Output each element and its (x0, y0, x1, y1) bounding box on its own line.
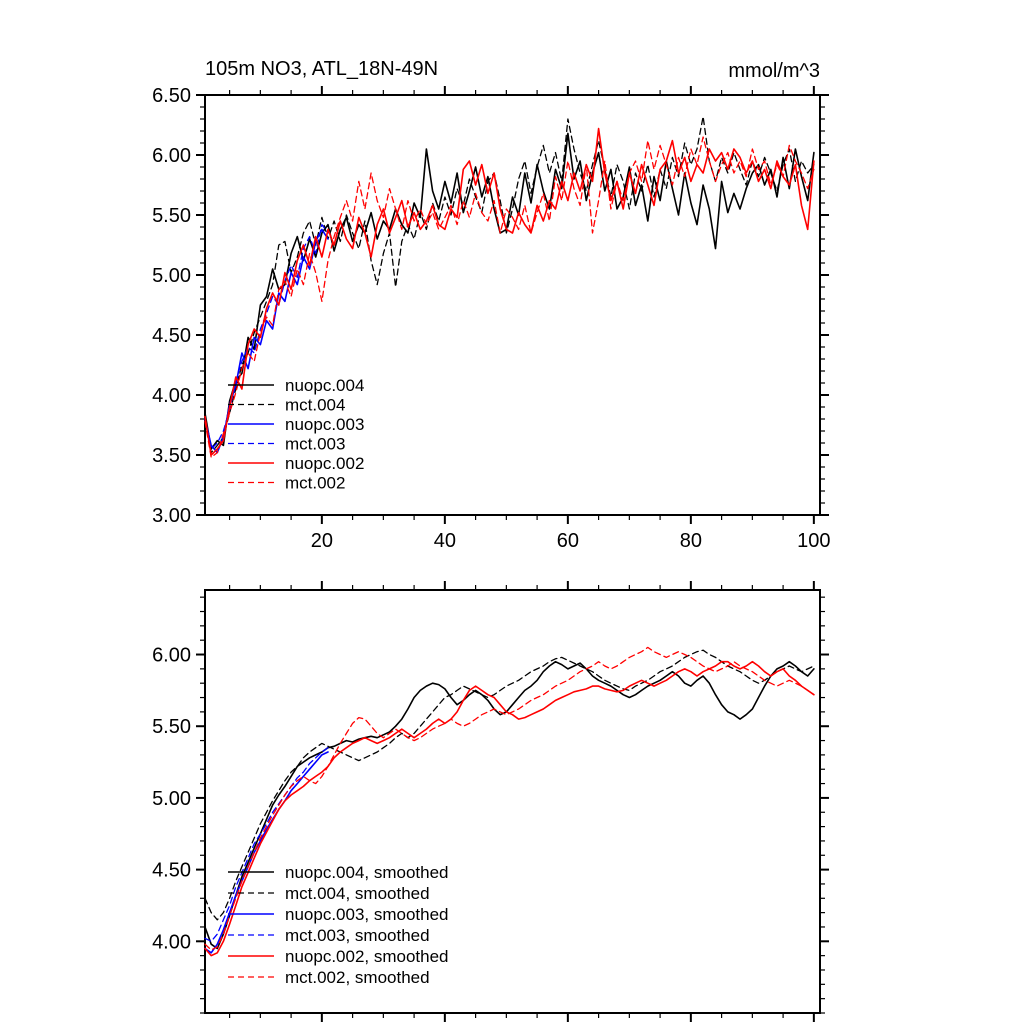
svg-text:nuopc.002, smoothed: nuopc.002, smoothed (285, 947, 449, 966)
bottom-chart-plot: 4.00 4.50 5.00 5.50 6.00 nuopc.004, smoothed m… (152, 581, 829, 1022)
svg-text:mct.003: mct.003 (285, 435, 345, 454)
svg-text:5.50: 5.50 (152, 716, 191, 738)
svg-text:6.00: 6.00 (152, 145, 191, 167)
svg-text:6.50: 6.50 (152, 85, 191, 107)
svg-text:mct.003, smoothed: mct.003, smoothed (285, 926, 430, 945)
svg-text:nuopc.003, smoothed: nuopc.003, smoothed (285, 905, 449, 924)
svg-text:3.00: 3.00 (152, 505, 191, 527)
svg-text:100: 100 (797, 530, 830, 552)
svg-text:nuopc.004: nuopc.004 (285, 376, 364, 395)
svg-text:40: 40 (434, 530, 456, 552)
svg-text:3.50: 3.50 (152, 445, 191, 467)
svg-text:4.50: 4.50 (152, 860, 191, 882)
top-chart-plot: 3.00 3.50 4.00 4.50 5.00 5.50 6.00 6.50 20 40 60 80… (152, 85, 830, 552)
svg-text:20: 20 (311, 530, 333, 552)
svg-text:mct.002: mct.002 (285, 474, 345, 493)
svg-text:4.50: 4.50 (152, 325, 191, 347)
svg-text:mct.004, smoothed: mct.004, smoothed (285, 884, 430, 903)
svg-text:5.00: 5.00 (152, 788, 191, 810)
svg-text:5.00: 5.00 (152, 265, 191, 287)
svg-text:nuopc.003: nuopc.003 (285, 415, 364, 434)
svg-text:60: 60 (557, 530, 579, 552)
svg-text:80: 80 (680, 530, 702, 552)
svg-text:nuopc.002: nuopc.002 (285, 454, 364, 473)
top-chart-title: 105m NO3, ATL_18N-49N (205, 58, 439, 80)
svg-text:5.50: 5.50 (152, 205, 191, 227)
svg-text:mct.002, smoothed: mct.002, smoothed (285, 968, 430, 987)
top-chart-units-label: mmol/m^3 (728, 60, 820, 82)
svg-text:4.00: 4.00 (152, 931, 191, 953)
svg-text:mct.004: mct.004 (285, 396, 345, 415)
svg-text:6.00: 6.00 (152, 645, 191, 667)
svg-text:4.00: 4.00 (152, 385, 191, 407)
svg-text:nuopc.004, smoothed: nuopc.004, smoothed (285, 863, 449, 882)
